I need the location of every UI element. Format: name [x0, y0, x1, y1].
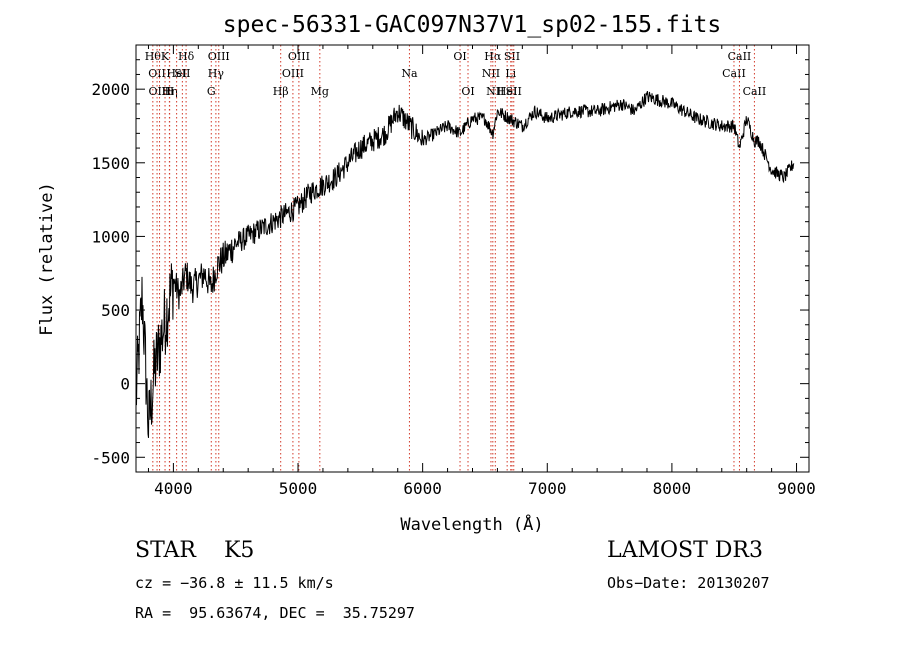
marker-label-12: Hβ — [273, 85, 289, 98]
marker-label-0: Hθ — [145, 50, 162, 63]
x-axis-title: Wavelength (Å) — [400, 513, 543, 535]
y-tick-label-4: 1500 — [91, 154, 130, 173]
object-class: STAR K5 — [135, 538, 255, 563]
marker-label-14: OIII — [288, 50, 310, 63]
marker-label-11: OIII — [208, 50, 230, 63]
y-tick-label-5: 2000 — [91, 80, 130, 99]
marker-label-13: OIII — [282, 67, 304, 80]
marker-label-3: K — [161, 50, 170, 63]
x-tick-label-4: 8000 — [653, 479, 692, 498]
marker-label-25: SII — [506, 85, 522, 98]
marker-label-20: Hα — [484, 50, 502, 63]
x-tick-label-5: 9000 — [777, 479, 816, 498]
x-tick-label-0: 4000 — [154, 479, 193, 498]
marker-label-7: SII — [174, 67, 190, 80]
y-axis-title: Flux (relative) — [37, 182, 57, 336]
marker-label-19: NII — [482, 67, 500, 80]
emission-line-markers: HθOIIOIIIKHHηHeISIIHδGHγOIIIHβOIIIOIIIMg… — [145, 45, 767, 472]
spectrum-layer — [135, 90, 795, 438]
marker-label-24: SII — [504, 50, 520, 63]
marker-label-8: Hδ — [178, 50, 195, 63]
x-tick-label-2: 6000 — [403, 479, 442, 498]
marker-label-6: HeI — [166, 67, 186, 80]
marker-label-27: CaII — [728, 50, 752, 63]
redshift-readout: cz = −36.8 ± 11.5 km/s — [135, 574, 334, 592]
x-tick-label-1: 5000 — [279, 479, 318, 498]
y-tick-label-1: 0 — [120, 375, 130, 394]
x-tick-label-3: 7000 — [528, 479, 567, 498]
coordinates-readout: RA = 95.63674, DEC = 35.75297 — [135, 604, 415, 622]
marker-label-9: G — [207, 85, 216, 98]
observation-date: Obs−Date: 20130207 — [607, 574, 770, 592]
marker-label-26: CaII — [722, 67, 746, 80]
survey-name: LAMOST DR3 — [607, 538, 763, 563]
y-tick-label-2: 500 — [101, 301, 130, 320]
marker-label-21: NII — [486, 85, 504, 98]
plot-frame — [135, 44, 810, 473]
marker-label-4: H — [165, 85, 175, 98]
marker-label-1: OII — [148, 67, 166, 80]
marker-label-10: Hγ — [208, 67, 225, 80]
plot-axes: 4000 5000 6000 7000 8000 9000 -500 0 500 1000 1500… — [91, 44, 816, 498]
marker-label-15: Mg — [311, 85, 329, 98]
marker-label-5: Hη — [162, 85, 178, 98]
marker-label-22: HeI — [497, 85, 517, 98]
chart-title: spec-56331-GAC097N37V1_sp02-155.fits — [223, 12, 722, 38]
marker-label-18: OI — [461, 85, 474, 98]
spectrum-line — [135, 90, 795, 438]
marker-label-23: Li — [505, 67, 516, 80]
marker-label-16: Na — [401, 67, 418, 80]
y-tick-label-3: 1000 — [91, 227, 130, 246]
marker-label-17: OI — [453, 50, 466, 63]
marker-label-28: CaII — [743, 85, 767, 98]
y-tick-label-0: -500 — [91, 448, 130, 467]
marker-label-2: OIII — [149, 85, 171, 98]
